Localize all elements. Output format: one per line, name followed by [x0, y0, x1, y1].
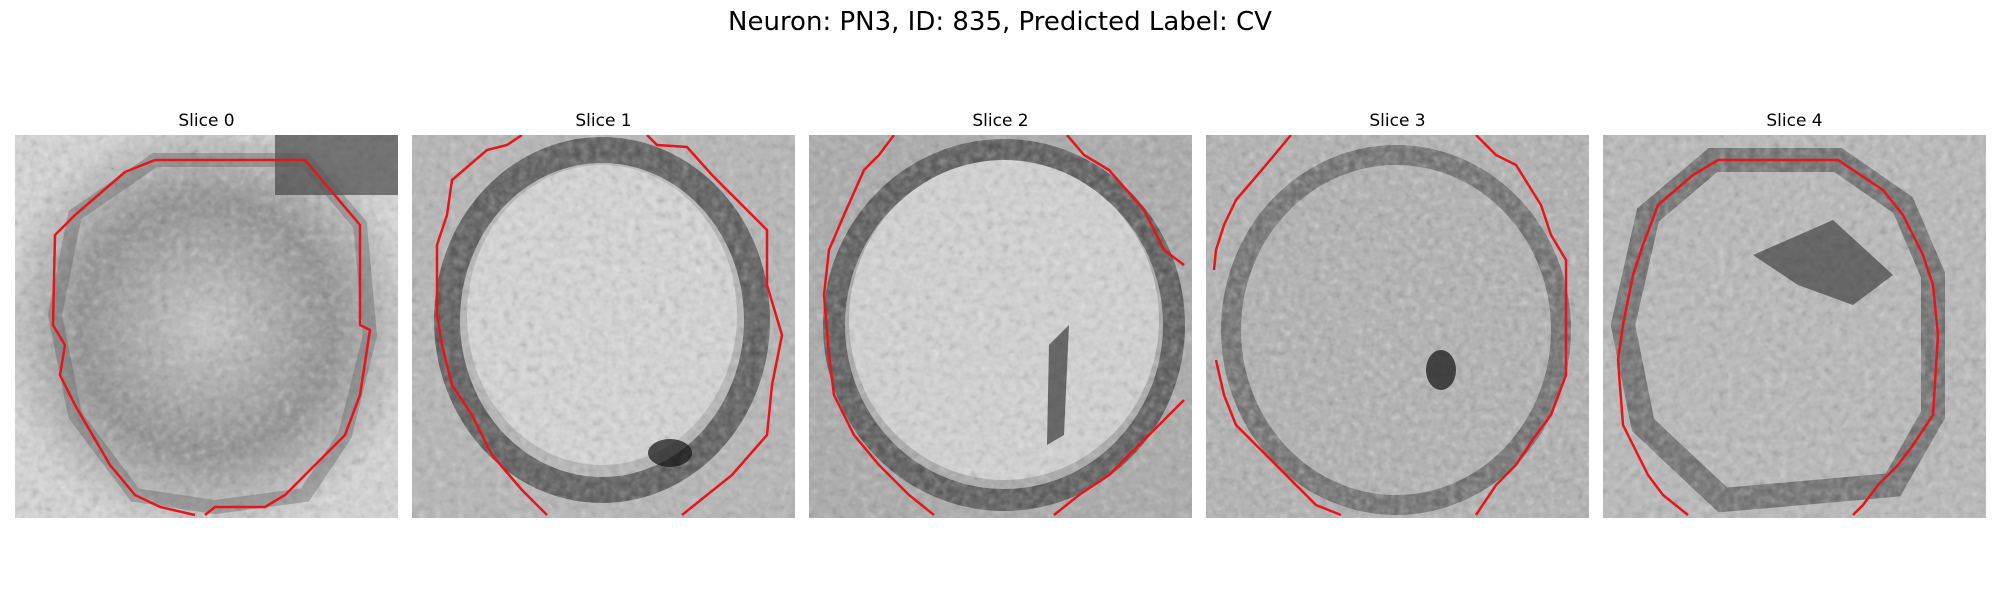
slice-title-1: Slice 1 — [575, 111, 632, 131]
slice-image-2 — [809, 135, 1192, 518]
slice-panel-4: Slice 4 — [1603, 111, 1986, 518]
slice-image-0 — [15, 135, 398, 518]
slice-panel-3: Slice 3 — [1206, 111, 1589, 518]
slice-title-3: Slice 3 — [1369, 111, 1426, 131]
slice-panel-0: Slice 0 — [15, 111, 398, 518]
slice-title-2: Slice 2 — [972, 111, 1029, 131]
slice-panel-2: Slice 2 — [809, 111, 1192, 518]
figure-title: Neuron: PN3, ID: 835, Predicted Label: C… — [728, 7, 1272, 37]
slice-image-4 — [1603, 135, 1986, 518]
slice-image-3 — [1206, 135, 1589, 518]
slice-title-0: Slice 0 — [178, 111, 235, 131]
slice-panel-1: Slice 1 — [412, 111, 795, 518]
slice-title-4: Slice 4 — [1766, 111, 1823, 131]
slice-image-1 — [412, 135, 795, 518]
